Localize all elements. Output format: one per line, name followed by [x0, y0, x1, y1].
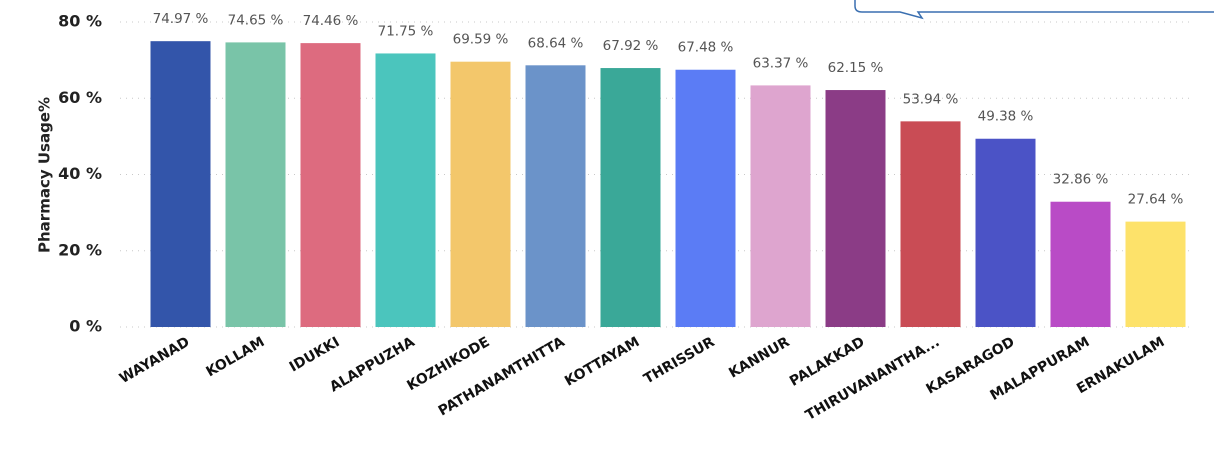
- y-axis-title: Pharmacy Usage%: [36, 97, 54, 253]
- value-label: 69.59 %: [453, 32, 509, 48]
- bar: [1050, 201, 1111, 327]
- value-label: 67.92 %: [603, 38, 659, 54]
- bar: [375, 53, 436, 327]
- bar: [225, 42, 286, 327]
- value-label: 32.86 %: [1053, 172, 1109, 188]
- x-tick-label: PATHANAMTHITTA: [436, 334, 568, 419]
- bar: [825, 90, 886, 327]
- bar: [600, 68, 661, 328]
- value-label: 53.94 %: [903, 91, 959, 107]
- y-tick-label: 80 %: [58, 12, 102, 31]
- bar: [300, 43, 361, 328]
- bar: [150, 41, 211, 327]
- value-label: 63.37 %: [753, 55, 809, 71]
- x-tick-label: WAYANAD: [117, 334, 193, 387]
- value-label: 67.48 %: [678, 40, 734, 56]
- value-label: 49.38 %: [978, 109, 1034, 125]
- value-label: 27.64 %: [1128, 192, 1184, 208]
- callout: [854, 0, 1214, 20]
- bar: [450, 61, 511, 328]
- x-tick-label: THRISSUR: [641, 334, 718, 387]
- bar: [750, 85, 811, 327]
- bar: [975, 138, 1036, 327]
- x-tick-label: KOTTAYAM: [562, 334, 642, 390]
- value-label: 74.65 %: [228, 12, 284, 28]
- value-label: 62.15 %: [828, 60, 884, 76]
- value-label: 68.64 %: [528, 35, 584, 51]
- value-label: 74.97 %: [153, 11, 209, 27]
- x-tick-label: THIRUVANANTHA...: [803, 334, 943, 424]
- y-tick-label: 0 %: [69, 317, 102, 336]
- bar: [525, 65, 586, 327]
- bar: [1125, 221, 1186, 327]
- x-tick-label: KOLLAM: [203, 334, 267, 380]
- bar: [675, 69, 736, 328]
- y-tick-label: 20 %: [58, 240, 102, 259]
- y-tick-label: 60 %: [58, 88, 102, 107]
- bar: [900, 121, 961, 327]
- x-tick-label: ALAPPUZHA: [327, 334, 418, 396]
- value-label: 71.75 %: [378, 23, 434, 39]
- x-tick-label: KANNUR: [726, 334, 792, 382]
- value-label: 74.46 %: [303, 13, 359, 29]
- y-tick-label: 40 %: [58, 164, 102, 183]
- x-tick-label: IDUKKI: [287, 334, 343, 375]
